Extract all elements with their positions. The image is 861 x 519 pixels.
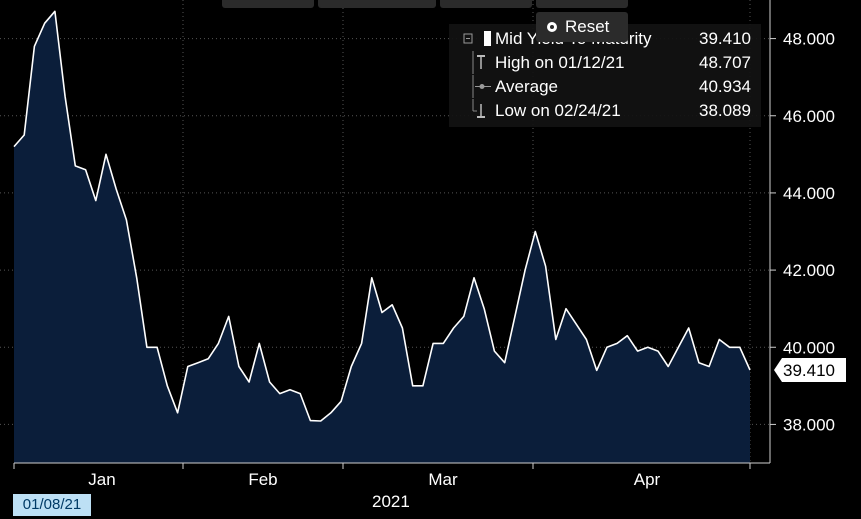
legend-swatch-icon (463, 31, 491, 46)
y-tick-label: 42.000 (783, 261, 835, 280)
x-tick-label: Feb (248, 470, 277, 489)
average-marker-icon (472, 75, 491, 98)
y-tick-label: 38.000 (783, 415, 835, 434)
legend-mid-value: 39.410 (699, 29, 751, 48)
legend-average-label: Average (495, 77, 559, 96)
y-axis-ticks: 38.000 40.000 42.000 44.000 46.000 48.000 (770, 30, 835, 434)
last-value-label: 39.410 (783, 361, 835, 380)
legend-low-label: Low on 02/24/21 (495, 101, 621, 120)
legend-low-value: 38.089 (699, 101, 751, 120)
y-tick-label: 44.000 (783, 184, 835, 203)
legend-high-label: High on 01/12/21 (495, 53, 625, 72)
yield-line (13, 10, 751, 422)
legend-row-low: Low on 02/24/21 38.089 (449, 99, 761, 122)
x-tick-label: Mar (428, 470, 458, 489)
y-tick-label: 46.000 (783, 107, 835, 126)
x-axis-year-label: 2021 (372, 492, 410, 511)
x-axis-ticks: Jan Feb Mar Apr (13, 463, 751, 489)
y-tick-label: 48.000 (783, 30, 835, 49)
toolbar-button-track[interactable] (222, 0, 314, 8)
last-value-tag-shape (774, 358, 846, 383)
legend-row-average: Average 40.934 (449, 75, 761, 98)
legend-average-value: 40.934 (699, 77, 751, 96)
yield-area (14, 11, 750, 464)
high-marker-icon (472, 51, 485, 74)
reset-button[interactable]: Reset (536, 12, 628, 42)
legend-row-high: High on 01/12/21 48.707 (449, 51, 761, 74)
x-tick-label: Apr (634, 470, 661, 489)
toolbar-button-news[interactable] (440, 0, 532, 8)
reset-label: Reset (565, 17, 610, 36)
reset-icon (547, 22, 557, 32)
legend-high-value: 48.707 (699, 53, 751, 72)
x-tick-label: Jan (88, 470, 115, 489)
last-value-tag: 39.410 (774, 358, 846, 383)
toolbar-button-zoom[interactable] (536, 0, 628, 8)
crosshair-date-badge: 01/08/21 (13, 494, 91, 516)
low-marker-icon (472, 99, 485, 118)
toolbar-button-annotate[interactable] (318, 0, 436, 8)
y-tick-label: 40.000 (783, 338, 835, 357)
